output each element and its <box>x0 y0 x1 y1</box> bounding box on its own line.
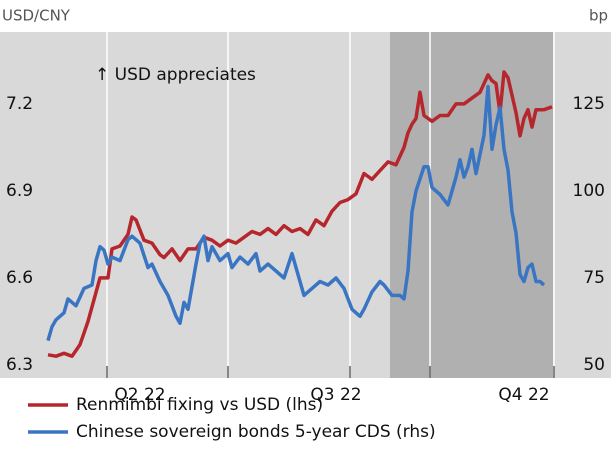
y2-tick-label: 125 <box>573 94 605 114</box>
y2-tick-label: 75 <box>583 268 605 288</box>
y-tick-label: 6.9 <box>6 181 33 201</box>
x-tick-label: Q3 22 <box>310 385 361 405</box>
y2-tick-label: 100 <box>573 181 605 201</box>
right-axis-label: bp <box>589 7 608 25</box>
x-tick-label: Q2 22 <box>114 385 165 405</box>
left-axis-label: USD/CNY <box>2 7 71 25</box>
y-tick-label: 6.3 <box>6 355 33 375</box>
shaded-region <box>390 32 553 378</box>
y2-tick-label: 50 <box>583 355 605 375</box>
legend-label: Renmimbi fixing vs USD (lhs) <box>76 395 323 415</box>
annotation: ↑ USD appreciates <box>95 65 256 85</box>
y-tick-label: 7.2 <box>6 94 33 114</box>
x-tick-label: Q4 22 <box>498 385 549 405</box>
series-line <box>46 84 546 342</box>
series-line <box>47 70 553 358</box>
y-tick-label: 6.6 <box>6 268 33 288</box>
legend-label: Chinese sovereign bonds 5-year CDS (rhs) <box>76 422 436 442</box>
